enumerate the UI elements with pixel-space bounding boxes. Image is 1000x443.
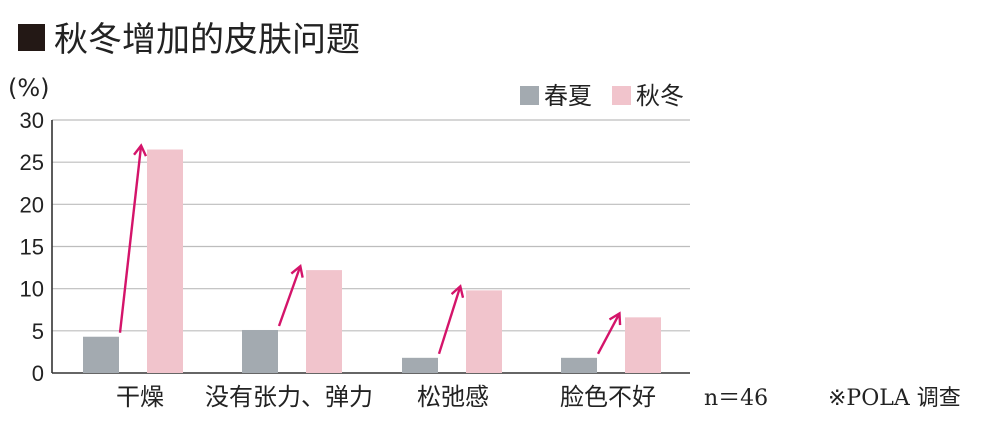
chart-title: 秋冬增加的皮肤问题 [54,20,360,60]
bar-spring-summer-1 [242,329,278,373]
legend-swatch-spring-summer [520,86,539,105]
legend: 春夏 秋冬 [520,82,684,110]
y-tick-label-0: 0 [32,361,44,386]
bar-spring-summer-2 [402,357,438,373]
bar-autumn-winter-0 [147,149,183,373]
bar-autumn-winter-2 [466,290,502,373]
y-axis-unit-label: (%) [8,74,50,102]
increase-arrow-3 [596,314,619,355]
bar-spring-summer-3 [561,357,597,373]
increase-arrow-2 [437,287,460,355]
legend-label-autumn-winter: 秋冬 [636,82,684,110]
category-label-1: 没有张力、弹力 [205,383,373,411]
sample-size-note: n＝46 [704,386,768,411]
y-tick-label-5: 5 [32,319,44,344]
source-note: ※POLA 调查 [828,386,961,411]
y-tick-label-20: 20 [20,192,44,217]
y-axis-ticks: 0 5 10 15 20 25 30 [20,108,44,386]
y-tick-label-25: 25 [20,150,44,175]
y-tick-label-10: 10 [20,277,44,302]
bars [83,149,661,373]
category-label-2: 松弛感 [417,383,489,411]
increase-arrow-1 [277,267,300,327]
increase-arrows [118,147,619,355]
category-labels: 干燥 没有张力、弹力 松弛感 脸色不好 [116,383,656,411]
increase-arrow-0 [118,147,141,333]
bar-spring-summer-0 [83,336,119,373]
bar-autumn-winter-1 [306,270,342,373]
category-label-3: 脸色不好 [560,383,656,411]
bar-autumn-winter-3 [625,317,661,373]
category-label-0: 干燥 [116,383,164,411]
legend-swatch-autumn-winter [612,86,631,105]
legend-label-spring-summer: 春夏 [544,82,592,110]
y-tick-label-15: 15 [20,235,44,260]
title-square-icon [18,24,45,51]
y-tick-label-30: 30 [20,108,44,133]
